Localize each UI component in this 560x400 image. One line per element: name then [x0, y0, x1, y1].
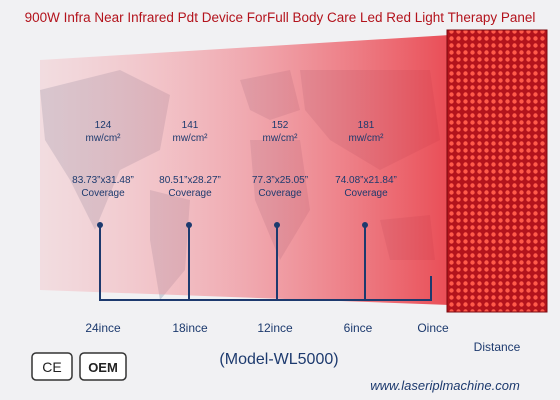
distance-caption: Distance — [474, 340, 521, 354]
badge: CE — [42, 359, 61, 375]
distance-label: 12ince — [257, 321, 293, 335]
coverage-label: Coverage — [258, 188, 302, 199]
coverage-label: Coverage — [344, 188, 388, 199]
coverage: 80.51”x28.27” — [159, 175, 221, 186]
coverage-label: Coverage — [81, 188, 125, 199]
irradiance-unit: mw/cm² — [173, 133, 209, 144]
irradiance-unit: mw/cm² — [263, 133, 299, 144]
distance-lines — [99, 226, 432, 301]
led-panel — [446, 29, 548, 313]
irradiance: 124 — [95, 120, 112, 131]
badge: OEM — [88, 360, 118, 375]
irradiance: 181 — [358, 120, 375, 131]
coverage: 74.08”x21.84” — [335, 175, 397, 186]
coverage: 77.3”x25.05” — [252, 175, 308, 186]
model: (Model-WL5000) — [219, 351, 338, 368]
markers — [97, 222, 368, 228]
title: 900W Infra Near Infrared Pdt Device ForF… — [25, 10, 536, 25]
irradiance: 141 — [182, 120, 199, 131]
light-beam — [40, 35, 450, 305]
badge-frame — [31, 352, 73, 381]
distance-label: Oince — [417, 321, 449, 335]
distance-label: 24ince — [85, 321, 121, 335]
badge-frame — [79, 352, 127, 381]
irradiance: 152 — [272, 120, 289, 131]
coverage-label: Coverage — [168, 188, 212, 199]
irradiance-unit: mw/cm² — [86, 133, 122, 144]
irradiance-unit: mw/cm² — [349, 133, 385, 144]
distance-label: 6ince — [344, 321, 373, 335]
distance-label: 18ince — [172, 321, 208, 335]
coverage: 83.73”x31.48” — [72, 175, 134, 186]
website: www.laseriplmachine.com — [370, 378, 520, 393]
